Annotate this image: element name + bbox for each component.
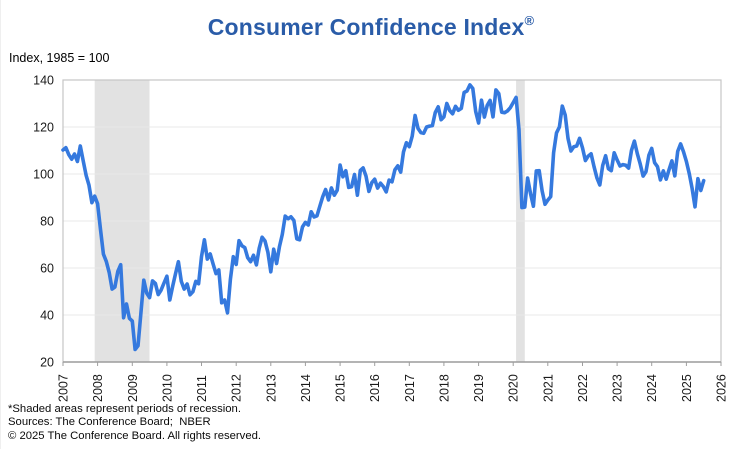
footnote-copyright: © 2025 The Conference Board. All rights …	[8, 429, 262, 442]
y-tick-label: 60	[40, 262, 54, 276]
footnote-sources: Sources: The Conference Board; NBER	[8, 416, 211, 429]
x-tick-label: 2013	[264, 374, 278, 402]
y-axis-units-label: Index, 1985 = 100	[9, 51, 110, 65]
y-tick-label: 40	[40, 309, 54, 323]
y-tick-label: 20	[40, 356, 54, 370]
footnotes: *Shaded areas represent periods of reces…	[8, 403, 261, 443]
y-tick-label: 100	[33, 168, 54, 182]
x-tick-label: 2021	[541, 374, 555, 402]
y-tick-label: 80	[40, 215, 54, 229]
confidence-index-line	[61, 83, 706, 352]
registered-trademark: ®	[524, 13, 535, 29]
x-tick-label: 2008	[91, 374, 105, 402]
x-tick-label: 2026	[715, 374, 729, 402]
y-tick-label: 140	[33, 74, 54, 88]
page-title-text: Consumer Confidence Index	[207, 14, 525, 40]
x-tick-label: 2019	[472, 374, 486, 402]
x-tick-label: 2025	[680, 374, 694, 402]
x-tick-label: 2020	[507, 374, 521, 402]
x-tick-label: 2011	[195, 375, 209, 402]
x-tick-label: 2024	[645, 374, 659, 402]
x-tick-label: 2009	[126, 374, 140, 402]
x-tick-label: 2015	[334, 374, 348, 402]
x-tick-label: 2007	[57, 374, 71, 402]
x-tick-label: 2014	[299, 374, 313, 402]
x-tick-label: 2010	[160, 374, 174, 402]
x-tick-label: 2018	[437, 374, 451, 402]
x-tick-label: 2016	[368, 374, 382, 402]
footnote-recession: *Shaded areas represent periods of reces…	[8, 403, 241, 415]
x-tick-label: 2022	[576, 374, 590, 402]
x-tick-label: 2023	[611, 374, 625, 402]
x-tick-label: 2017	[403, 374, 417, 402]
page-title: Consumer Confidence Index®	[1, 13, 740, 41]
x-tick-label: 2012	[230, 374, 244, 402]
y-tick-label: 120	[33, 121, 54, 135]
